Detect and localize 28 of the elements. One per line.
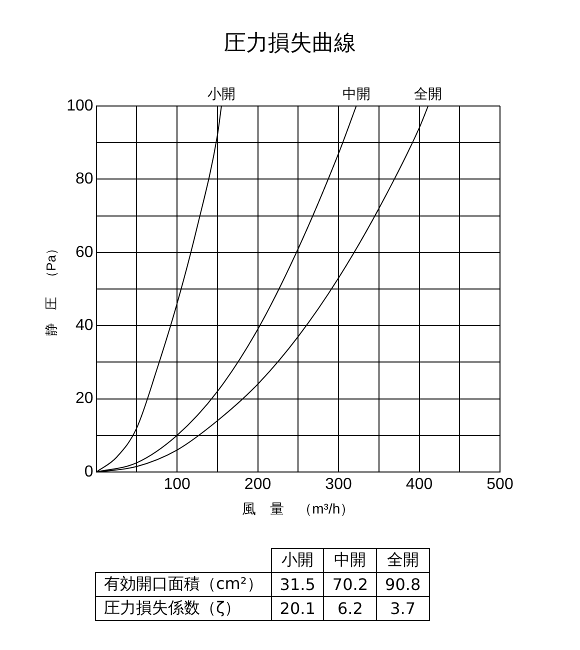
y-tick-label: 100 xyxy=(66,97,94,114)
text: 70.2 xyxy=(324,572,377,596)
text: 小開 xyxy=(271,548,324,572)
series-label: 小開 xyxy=(207,86,236,103)
x-tick-label: 200 xyxy=(244,476,272,494)
text: 90.8 xyxy=(376,572,430,596)
x-tick-label: 400 xyxy=(406,476,433,494)
text: 中開 xyxy=(324,548,377,572)
y-tick-label: 40 xyxy=(76,317,94,334)
x-tick-label: 300 xyxy=(325,476,352,494)
chart-title: 圧力損失曲線 xyxy=(223,30,357,58)
x-axis-title: 風 量 （m³/h） xyxy=(242,500,354,516)
text: 圧力損失係数（ζ） xyxy=(96,596,272,620)
text: 3.7 xyxy=(376,596,430,620)
series-label: 全開 xyxy=(414,86,442,103)
y-tick-label: 60 xyxy=(76,244,94,261)
x-tick-label: 500 xyxy=(486,476,514,494)
text: 有効開口面積（cm²） xyxy=(96,572,272,596)
y-tick-label: 20 xyxy=(76,390,94,408)
y-tick-label: 0 xyxy=(84,463,94,480)
y-axis-title: 静 圧 （Pa） xyxy=(43,242,58,336)
text: 全開 xyxy=(376,548,430,572)
y-tick-label: 80 xyxy=(76,170,94,188)
text: 6.2 xyxy=(324,596,377,620)
text: 20.1 xyxy=(271,596,324,620)
series-label: 中開 xyxy=(342,86,370,103)
text: 31.5 xyxy=(271,572,324,596)
x-tick-label: 100 xyxy=(164,476,190,494)
